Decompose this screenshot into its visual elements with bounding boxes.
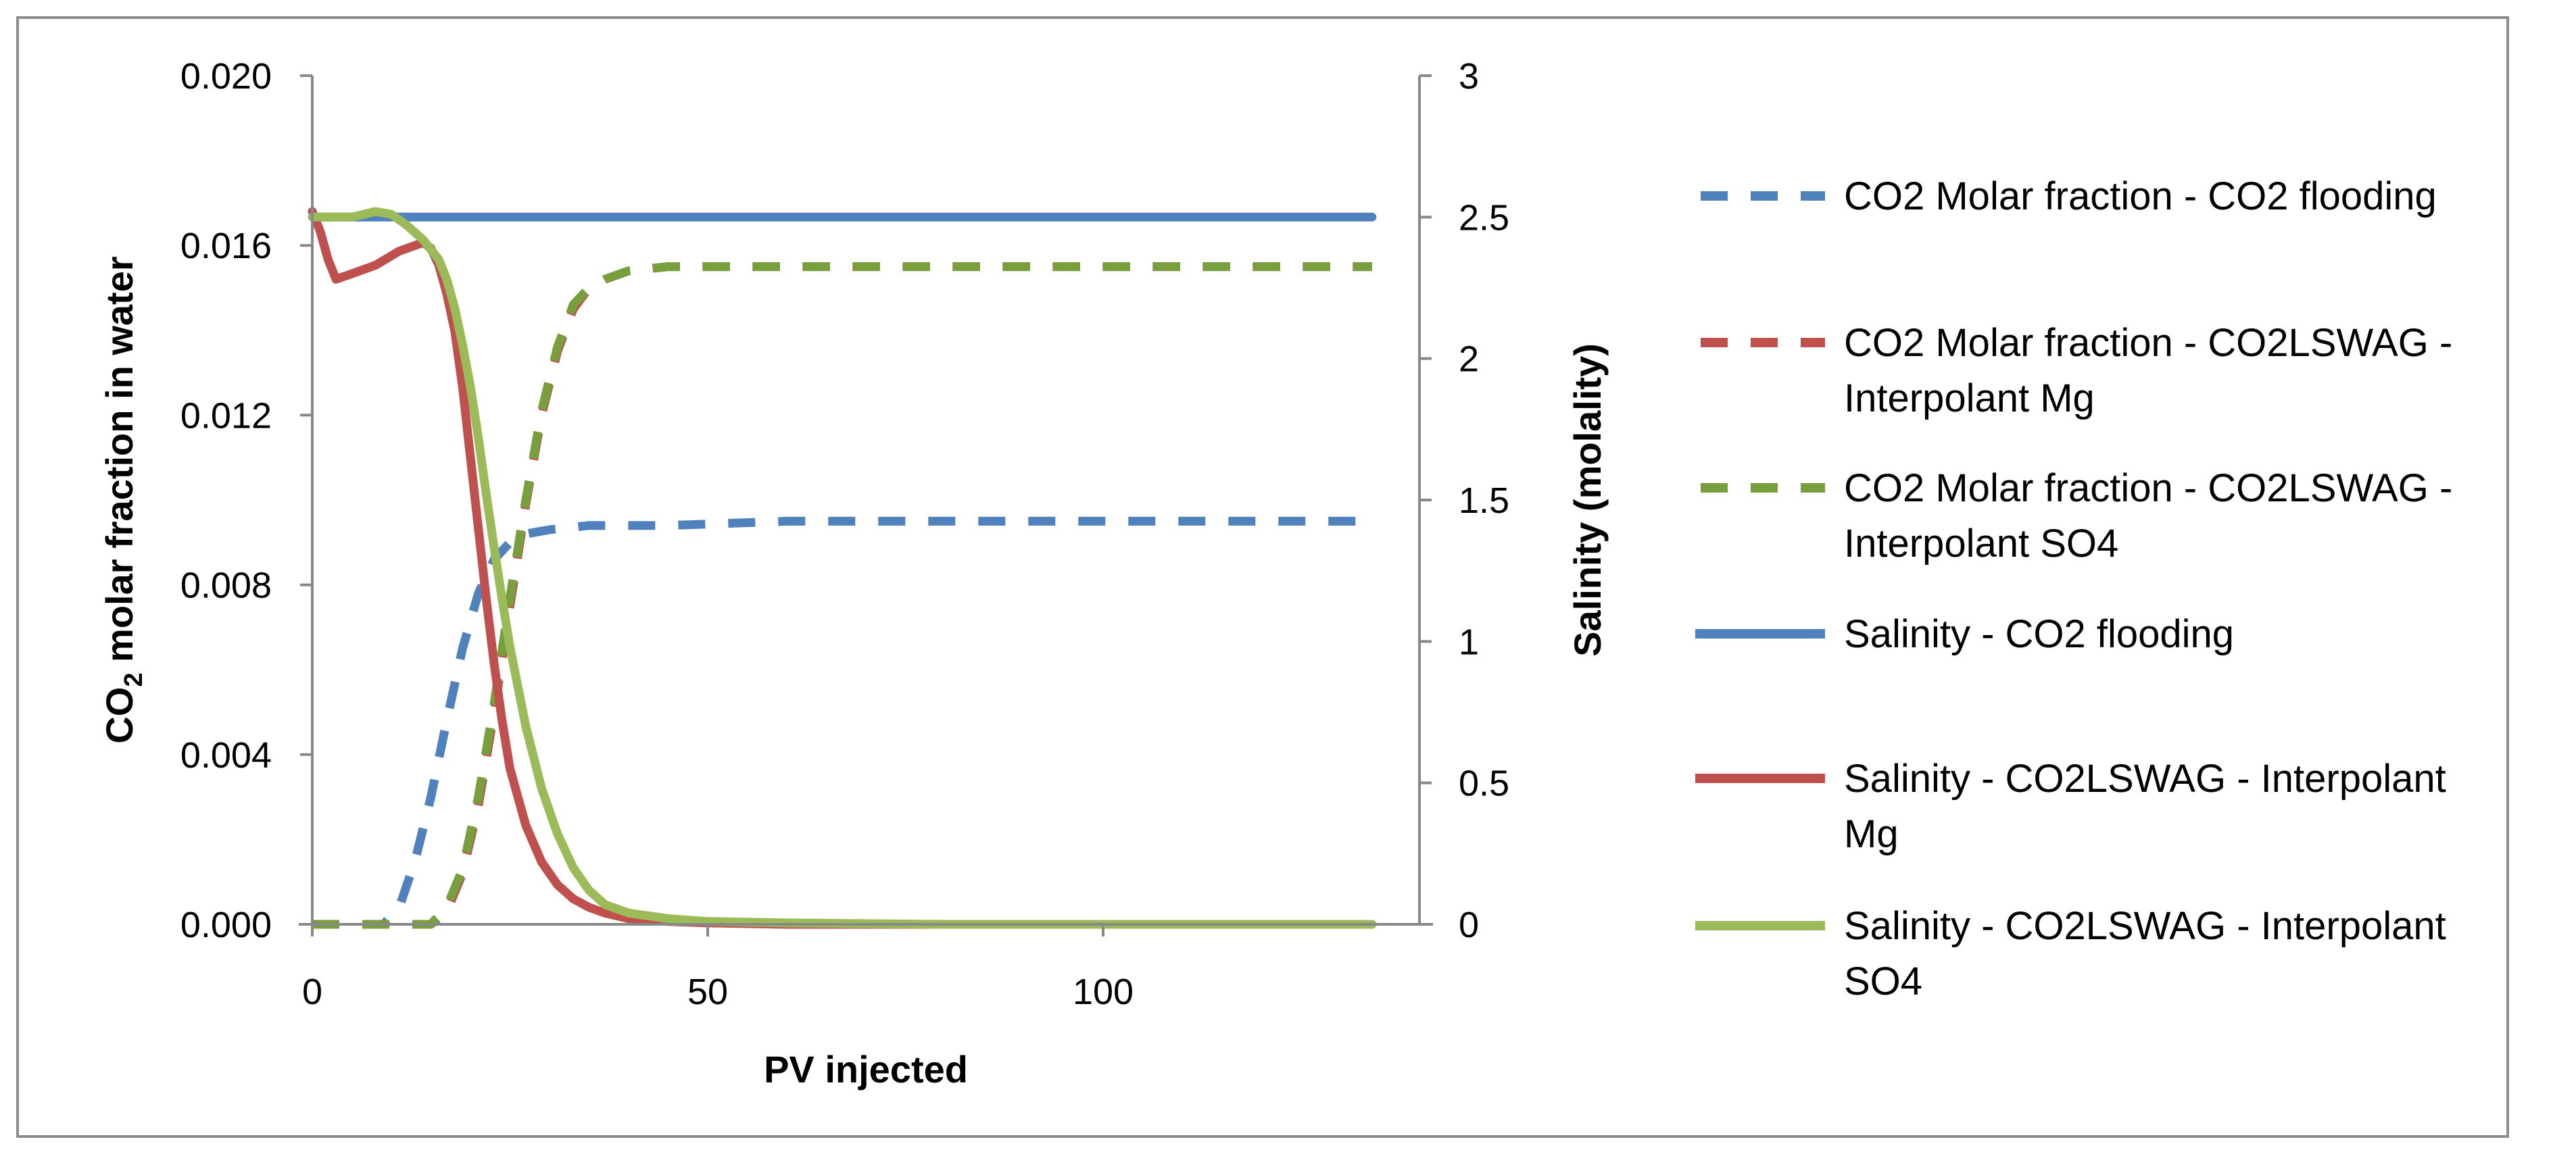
y-left-tick-label: 0.000 — [180, 905, 272, 945]
y-left-tick-label: 0.012 — [180, 395, 272, 436]
x-tick-label: 0 — [302, 972, 322, 1012]
y-right-tick-label: 0 — [1459, 905, 1479, 945]
legend-label-2: Interpolant Mg — [1844, 376, 2095, 420]
series-line-2 — [312, 262, 1372, 929]
y-axis-left-title-part: CO — [98, 687, 141, 744]
legend-label-4: Salinity - CO2 flooding — [1844, 612, 2234, 656]
legend-label-6: SO4 — [1844, 959, 1922, 1003]
y-left-tick-label: 0.016 — [180, 226, 272, 266]
series-line-1 — [312, 516, 1372, 929]
y-left-tick-label: 0.004 — [180, 735, 272, 776]
y-axis-left-title: CO2 molar fraction in water — [98, 256, 148, 743]
ticks: 0.000 0.004 0.008 0.012 0.016 0.020 0 0.5 1 1.5 2 2… — [180, 56, 1509, 1012]
legend-label-5: Salinity - CO2LSWAG - Interpolant — [1844, 757, 2446, 801]
y-left-tick-label: 0.008 — [180, 566, 272, 606]
legend-label-2: CO2 Molar fraction - CO2LSWAG - — [1844, 321, 2452, 365]
y-right-tick-label: 0.5 — [1459, 764, 1509, 804]
x-axis-title: PV injected — [764, 1048, 968, 1091]
series-line-5 — [308, 207, 1377, 929]
y-axis-left-title-part: molar fraction in water — [98, 256, 141, 672]
y-right-tick-label: 2.5 — [1459, 197, 1509, 238]
plot-lines — [308, 207, 1377, 929]
x-tick-label: 50 — [687, 972, 728, 1012]
legend-label-1: CO2 Molar fraction - CO2 flooding — [1844, 174, 2437, 218]
legend-label-6: Salinity - CO2LSWAG - Interpolant — [1844, 904, 2446, 948]
x-tick-label: 100 — [1073, 972, 1134, 1012]
legend-label-3: Interpolant SO4 — [1844, 522, 2118, 566]
legend: CO2 Molar fraction - CO2 flooding CO2 Mol… — [1695, 174, 2452, 1003]
y-right-tick-label: 1.5 — [1459, 480, 1509, 521]
series-line-3 — [312, 262, 1372, 929]
chart-frame — [16, 16, 2509, 1138]
axes — [299, 76, 1433, 926]
y-right-tick-label: 1 — [1459, 622, 1479, 662]
y-axis-right-title: Salinity (molality) — [1566, 343, 1609, 657]
legend-label-5: Mg — [1844, 812, 1899, 856]
y-right-tick-label: 3 — [1459, 56, 1479, 97]
y-left-tick-label: 0.020 — [180, 56, 272, 97]
y-right-tick-label: 2 — [1459, 339, 1479, 380]
series-line-6 — [308, 207, 1377, 929]
legend-label-3: CO2 Molar fraction - CO2LSWAG - — [1844, 466, 2452, 510]
y-axis-left-title-subscript: 2 — [120, 673, 148, 687]
